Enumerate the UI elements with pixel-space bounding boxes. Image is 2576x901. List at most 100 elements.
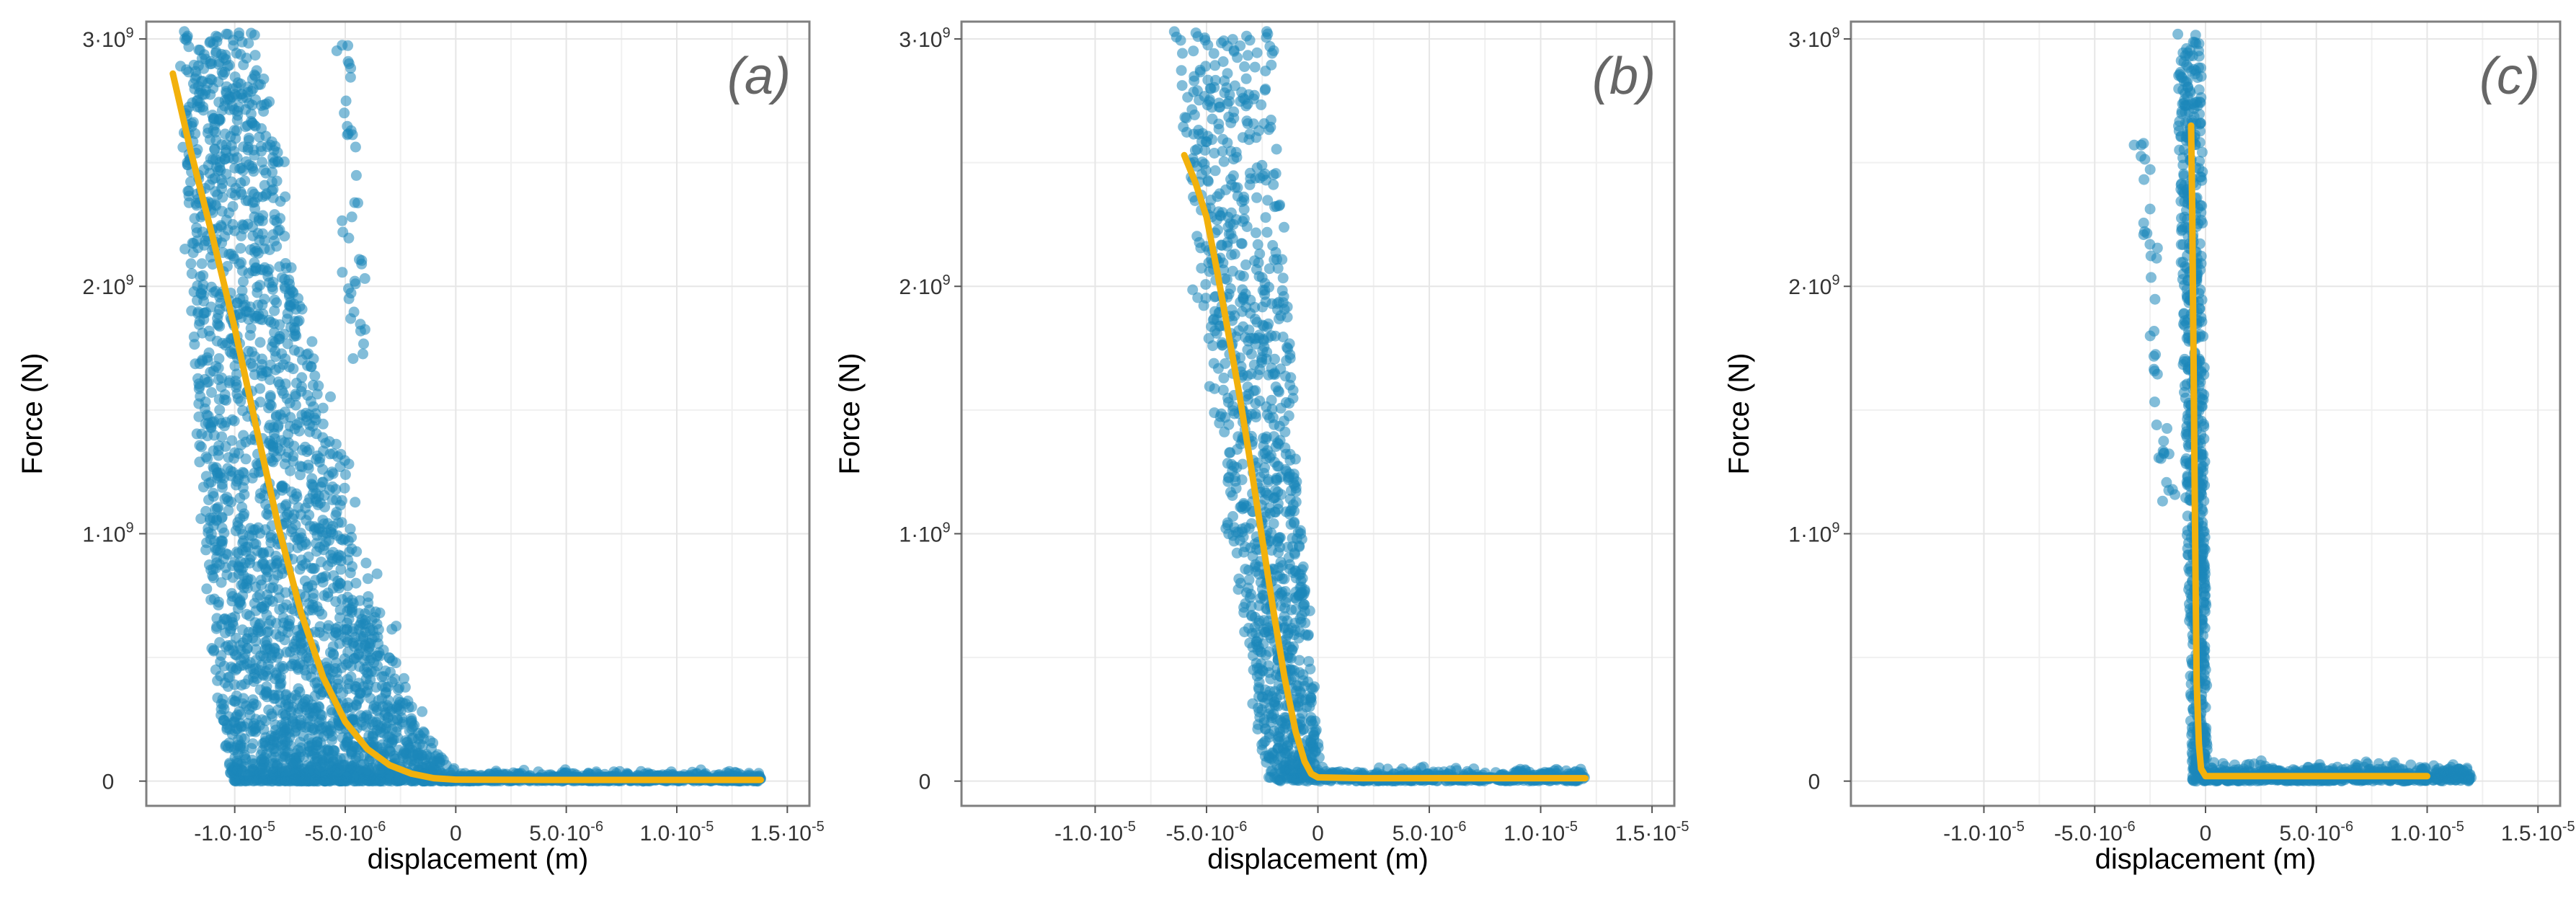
scatter-point: [271, 175, 283, 187]
scatter-point: [247, 161, 258, 172]
scatter-point: [385, 667, 396, 678]
scatter-point: [374, 767, 386, 778]
scatter-point: [179, 33, 190, 45]
scatter-point: [206, 74, 218, 86]
scatter-point: [223, 452, 234, 463]
panel-label: (a): [727, 48, 791, 105]
scatter-point: [427, 763, 439, 774]
scatter-point: [1192, 292, 1204, 303]
scatter-point: [250, 262, 262, 273]
scatter-point: [1294, 525, 1306, 536]
scatter-point-outlier: [354, 254, 365, 265]
scatter-point: [267, 229, 279, 240]
scatter-point: [290, 399, 301, 411]
x-tick-label: 5.0·10-6: [529, 819, 603, 845]
scatter-point: [1229, 249, 1240, 259]
scatter-point: [187, 97, 198, 109]
scatter-point: [362, 573, 373, 585]
scatter-point: [197, 101, 209, 112]
scatter-point: [350, 683, 361, 695]
scatter-point: [249, 149, 260, 161]
scatter-point: [417, 726, 429, 737]
scatter-point: [376, 671, 388, 683]
scatter-point-outlier: [339, 107, 350, 119]
scatter-point: [1242, 50, 1253, 61]
scatter-point: [289, 345, 300, 356]
scatter-point: [212, 467, 223, 478]
scatter-point: [406, 701, 417, 713]
scatter-point: [229, 556, 241, 568]
scatter-point: [285, 740, 296, 751]
scatter-point: [1240, 500, 1252, 512]
scatter-point: [283, 428, 294, 440]
y-tick-label: 1·109: [82, 520, 133, 546]
scatter-point: [1199, 91, 1210, 102]
scatter-point: [1249, 61, 1261, 73]
scatter-point: [229, 696, 240, 707]
scatter-point: [332, 754, 343, 765]
scatter-point: [1263, 502, 1275, 514]
scatter-point: [399, 775, 411, 786]
scatter-point: [197, 89, 208, 100]
scatter-point: [212, 189, 223, 200]
scatter-point: [327, 466, 337, 478]
scatter-point: [303, 551, 314, 563]
scatter-point: [1253, 632, 1264, 644]
scatter-point: [296, 461, 308, 473]
scatter-point: [275, 727, 287, 738]
scatter-point: [433, 753, 445, 764]
scatter-point-outlier: [337, 215, 348, 226]
scatter-point: [362, 775, 373, 786]
scatter-point: [279, 458, 290, 470]
scatter-point: [1212, 224, 1223, 236]
scatter-point: [1216, 240, 1227, 251]
scatter-point: [265, 559, 277, 570]
scatter-point: [282, 308, 293, 319]
scatter-point: [236, 285, 248, 296]
scatter-point: [1275, 310, 1287, 321]
scatter-point: [280, 258, 291, 269]
scatter-point: [1263, 124, 1274, 136]
scatter-point: [211, 621, 223, 632]
scatter-point: [1266, 394, 1277, 406]
scatter-point: [1271, 143, 1282, 155]
scatter-point: [1284, 379, 1296, 391]
scatter-point: [270, 667, 282, 679]
scatter-point: [270, 618, 282, 629]
scatter-point: [1192, 31, 1204, 43]
scatter-point: [227, 572, 239, 583]
scatter-point: [380, 686, 391, 698]
scatter-point: [266, 341, 277, 352]
scatter-point: [208, 430, 220, 441]
scatter-point: [1232, 182, 1243, 193]
scatter-point: [1213, 123, 1225, 135]
scatter-point: [1279, 603, 1291, 614]
scatter-point: [232, 110, 244, 121]
scatter-point: [334, 612, 345, 623]
scatter-point: [258, 549, 270, 560]
scatter-point: [186, 268, 197, 280]
scatter-point: [258, 650, 270, 662]
scatter-point: [325, 391, 336, 402]
scatter-point: [228, 35, 239, 46]
scatter-point: [252, 592, 263, 603]
scatter-point: [306, 671, 317, 683]
scatter-point: [1225, 207, 1237, 218]
scatter-point: [1225, 447, 1236, 458]
scatter-point: [323, 620, 334, 631]
scatter-point: [232, 603, 244, 614]
scatter-point: [247, 186, 258, 197]
scatter-point: [1261, 226, 1273, 238]
scatter-point: [1212, 191, 1223, 203]
scatter-point: [258, 106, 270, 117]
scatter-point: [1274, 386, 1284, 398]
scatter-point: [187, 117, 199, 128]
scatter-point: [350, 700, 362, 711]
scatter-point: [308, 401, 319, 412]
scatter-point: [286, 523, 298, 535]
scatter-point: [1241, 30, 1252, 42]
scatter-point: [1250, 314, 1261, 325]
scatter-point: [249, 467, 260, 479]
scatter-point: [249, 196, 260, 208]
scatter-point: [246, 27, 257, 39]
